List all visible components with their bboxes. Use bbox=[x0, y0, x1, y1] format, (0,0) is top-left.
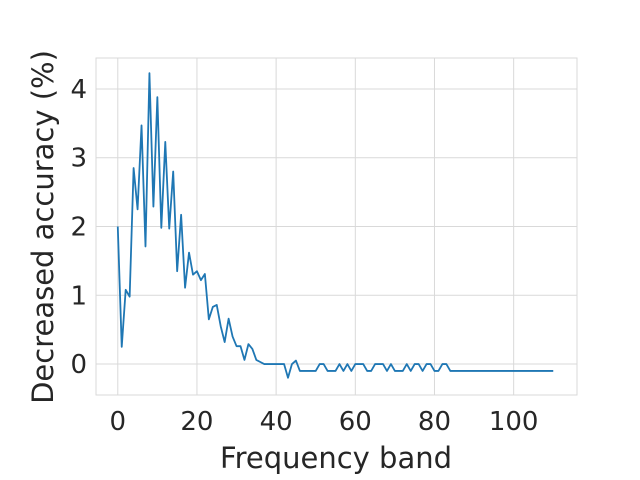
y-axis-label: Decreased accuracy (%) bbox=[26, 50, 60, 404]
x-tick-label: 60 bbox=[339, 407, 372, 437]
x-tick-label: 80 bbox=[418, 407, 451, 437]
x-tick-labels: 0 20 40 60 80 100 bbox=[110, 407, 539, 437]
x-tick-label: 20 bbox=[180, 407, 213, 437]
x-tick-label: 0 bbox=[110, 407, 127, 437]
y-tick-label: 3 bbox=[70, 144, 87, 174]
y-tick-label: 0 bbox=[70, 350, 87, 380]
grid-lines bbox=[96, 58, 577, 395]
y-tick-label: 2 bbox=[70, 213, 87, 243]
x-tick-label: 100 bbox=[489, 407, 539, 437]
x-tick-label: 40 bbox=[260, 407, 293, 437]
y-tick-label: 4 bbox=[70, 75, 87, 105]
series-line bbox=[116, 72, 554, 379]
plot-frame bbox=[95, 57, 578, 396]
x-axis-label: Frequency band bbox=[220, 441, 452, 475]
y-tick-labels: 0 1 2 3 4 bbox=[70, 75, 87, 380]
y-tick-label: 1 bbox=[70, 281, 87, 311]
